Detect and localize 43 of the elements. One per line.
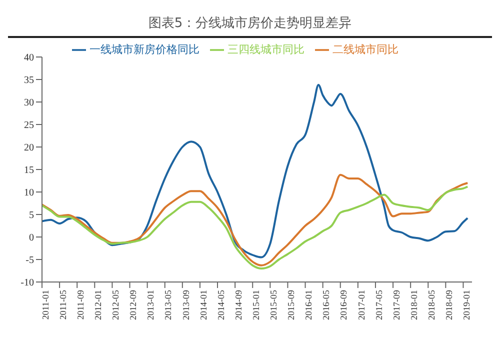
x-tick-label: 2018-05	[426, 290, 437, 320]
x-tick-label: 2015-05	[268, 290, 279, 320]
y-tick-label: -10	[20, 278, 34, 289]
x-tick-label: 2017-01	[356, 290, 366, 320]
y-tick-label: 25	[24, 120, 34, 132]
line-series	[42, 186, 469, 270]
y-tick-label: 20	[24, 142, 34, 154]
y-tick-label: 10	[24, 188, 34, 199]
x-tick-label: 2018-09	[444, 290, 454, 320]
x-tick-label: 2018-01	[408, 290, 419, 320]
x-tick-label: 2012-01	[93, 290, 104, 320]
x-tick-label: 2014-09	[233, 290, 244, 320]
line-series	[42, 174, 469, 266]
y-tick-label: 15	[24, 165, 34, 176]
x-tick-label: 2014-01	[198, 290, 208, 320]
x-tick-label: 2017-09	[391, 290, 402, 320]
x-tick-label: 2017-05	[374, 290, 384, 320]
x-tick-label: 2011-09	[75, 290, 86, 320]
y-tick-label: 5	[29, 210, 34, 222]
x-tick-label: 2019-01	[462, 290, 472, 320]
x-tick-label: 2015-01	[251, 290, 261, 320]
y-tick-label: -5	[26, 255, 34, 266]
y-tick-label: 40	[24, 52, 34, 64]
legend-label: 二线城市同比	[332, 43, 398, 56]
legend-label: 一线城市新房价格同比	[90, 43, 200, 56]
y-tick-label: 0	[29, 232, 34, 244]
y-tick-label: 35	[24, 75, 34, 86]
x-tick-label: 2013-01	[146, 290, 156, 320]
x-tick-label: 2011-05	[58, 290, 68, 320]
x-tick-label: 2013-05	[163, 290, 174, 320]
x-tick-label: 2016-09	[338, 290, 349, 320]
x-tick-label: 2015-09	[286, 290, 296, 320]
x-tick-label: 2012-09	[128, 290, 138, 320]
line-series	[42, 84, 469, 258]
x-tick-label: 2012-05	[110, 290, 121, 320]
x-tick-label: 2013-09	[180, 290, 191, 320]
legend-label: 三四线城市同比	[228, 43, 304, 56]
y-tick-label: 30	[24, 98, 34, 109]
chart-title: 图表5：分线城市房价走势明显差异	[8, 14, 492, 38]
x-tick-label: 2011-01	[40, 290, 50, 320]
x-tick-label: 2016-05	[321, 290, 332, 320]
x-tick-label: 2014-05	[216, 290, 226, 320]
x-tick-label: 2016-01	[304, 290, 314, 320]
